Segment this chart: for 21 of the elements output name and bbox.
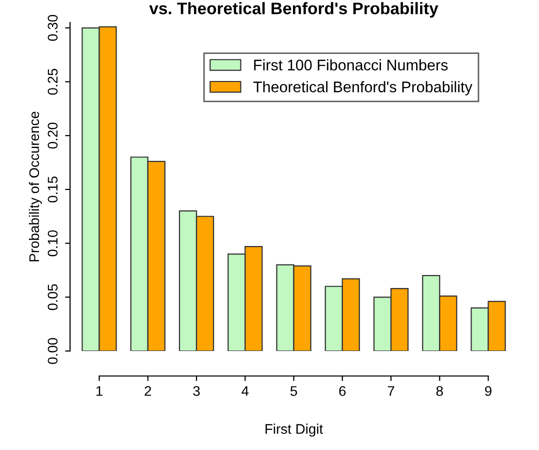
y-tick-label: 0.00 bbox=[48, 338, 58, 364]
x-tick-label: 1 bbox=[96, 386, 102, 396]
legend-label: First 100 Fibonacci Numbers bbox=[254, 59, 448, 70]
x-tick-label: 8 bbox=[436, 386, 443, 396]
y-tick-label: 0.10 bbox=[48, 230, 58, 256]
y-tick-label: 0.15 bbox=[48, 176, 58, 202]
y-tick-label: 0.25 bbox=[48, 68, 58, 95]
y-axis-title: Probability of Occurence bbox=[28, 112, 42, 262]
x-tick-label: 2 bbox=[144, 386, 152, 396]
x-tick-label: 4 bbox=[242, 386, 249, 396]
chart-title: vs. Theoretical Benford's Probability bbox=[149, 2, 438, 18]
x-tick-label: 5 bbox=[290, 386, 298, 396]
x-tick-label: 7 bbox=[388, 386, 394, 396]
y-tick-label: 0.30 bbox=[48, 14, 58, 41]
legend-label: Theoretical Benford's Probability bbox=[253, 81, 472, 96]
x-tick-label: 6 bbox=[339, 386, 346, 396]
x-tick-label: 9 bbox=[485, 386, 492, 396]
y-tick-label: 0.20 bbox=[48, 122, 58, 149]
y-tick-label: 0.05 bbox=[48, 284, 58, 310]
x-axis-title: First Digit bbox=[266, 424, 323, 437]
x-tick-label: 3 bbox=[193, 386, 200, 396]
